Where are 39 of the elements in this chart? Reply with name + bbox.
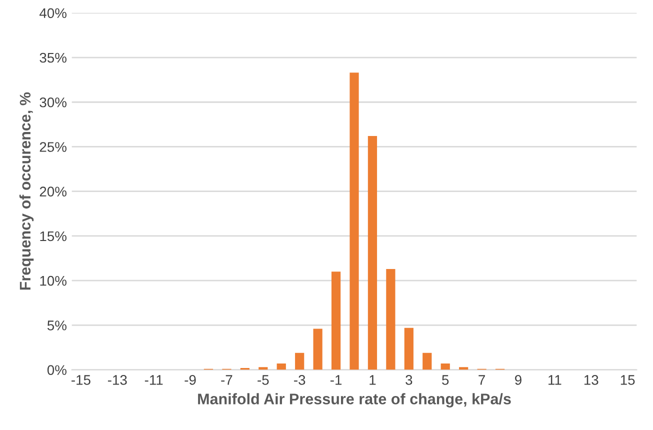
x-tick-label: -15 — [72, 375, 90, 385]
x-tick-label: -7 — [221, 375, 232, 385]
bar — [313, 328, 322, 370]
bar — [350, 72, 359, 370]
x-axis-title: Manifold Air Pressure rate of change, kPa/s — [198, 393, 511, 408]
x-tick-label: 1 — [370, 375, 376, 385]
x-tick-label: -5 — [258, 375, 269, 385]
x-tick-label: 3 — [406, 375, 412, 385]
y-tick-label: 15% — [40, 231, 66, 242]
x-tick-label: 13 — [584, 375, 598, 385]
bar — [368, 136, 378, 370]
y-tick-label: 5% — [47, 320, 66, 330]
y-tick-label: 25% — [40, 142, 66, 152]
x-tick-label: 7 — [478, 375, 485, 385]
y-tick-label: 30% — [40, 97, 66, 108]
y-axis-title: Frequency of occurence, % — [19, 92, 34, 290]
x-tick-label: -1 — [330, 375, 342, 385]
x-tick-label: -9 — [184, 375, 196, 385]
y-tick-label: 0% — [47, 365, 66, 375]
x-tick-label: 11 — [548, 375, 562, 385]
y-tick-label: 35% — [40, 52, 66, 63]
x-tick-label: 15 — [620, 375, 635, 385]
bar — [459, 367, 468, 370]
y-tick-label: 20% — [40, 186, 66, 197]
bar — [276, 364, 286, 370]
bar — [404, 328, 414, 370]
x-tick-label: -13 — [108, 375, 127, 385]
bar — [295, 352, 304, 370]
bar — [422, 352, 432, 370]
y-tick-label: 10% — [40, 276, 66, 286]
bar — [258, 367, 268, 370]
bar — [331, 272, 341, 370]
x-tick-label: 5 — [442, 375, 449, 385]
x-tick-label: 9 — [515, 375, 522, 385]
bar — [386, 268, 396, 370]
x-tick-label: -11 — [144, 375, 163, 385]
x-tick-label: -3 — [294, 375, 306, 385]
y-tick-label: 40% — [39, 8, 66, 18]
bar — [440, 364, 450, 370]
